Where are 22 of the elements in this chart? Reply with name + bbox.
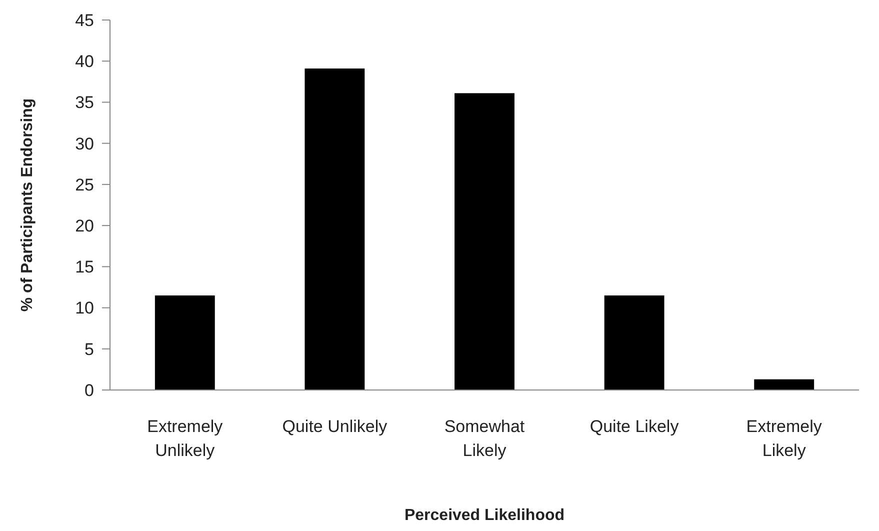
bar <box>154 295 215 390</box>
x-axis-title: Perceived Likelihood <box>404 507 565 524</box>
x-tick-label: Somewhat Likely <box>444 417 525 460</box>
x-tick-label: Extremely Likely <box>746 417 822 460</box>
x-tick-label: Quite Likely <box>590 417 680 436</box>
y-tick-label: 40 <box>75 52 94 72</box>
bar <box>454 93 514 390</box>
y-tick-label: 20 <box>75 216 94 236</box>
y-tick-label: 10 <box>75 298 94 318</box>
y-tick-label: 30 <box>75 134 94 154</box>
x-tick-label: Extremely Unlikely <box>147 417 224 460</box>
y-tick-label: 35 <box>75 93 94 112</box>
y-tick-label: 15 <box>75 258 94 277</box>
y-tick-label: 0 <box>84 380 94 400</box>
bar <box>754 379 814 390</box>
y-tick-label: 45 <box>75 10 94 30</box>
y-axis-title: % of Participants Endorsing <box>19 98 36 312</box>
y-tick-label: 25 <box>75 175 94 194</box>
y-tick-label: 5 <box>84 340 94 359</box>
bar <box>604 295 664 390</box>
bar <box>304 68 365 390</box>
x-tick-label: Quite Unlikely <box>282 417 388 436</box>
